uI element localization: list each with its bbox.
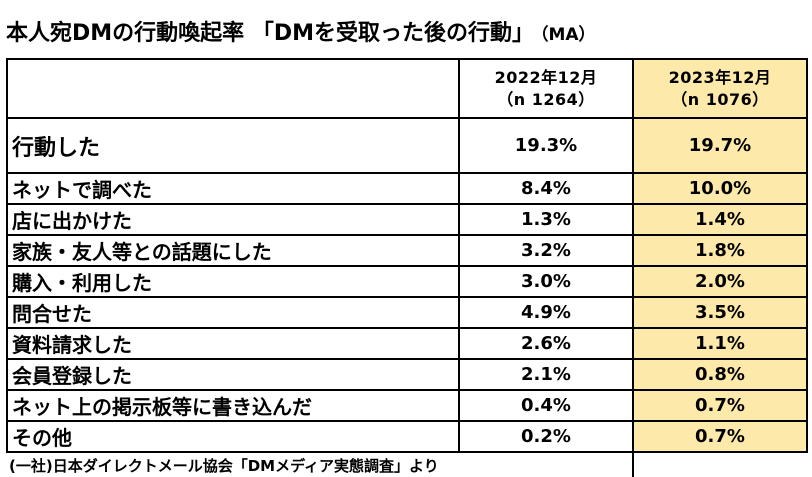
col-2022-period: 2022年12月 xyxy=(494,67,598,87)
header-row: 2022年12月 （n 1264） 2023年12月 （n 1076） xyxy=(6,58,808,119)
value-2023: 0.7% xyxy=(632,420,808,453)
row-label: ネット上の掲示板等に書き込んだ xyxy=(6,389,460,422)
value-2023: 2.0% xyxy=(632,265,808,298)
table-row: 行動した 19.3% 19.7% xyxy=(6,117,808,174)
header-col-2023: 2023年12月 （n 1076） xyxy=(632,58,808,119)
table-row: 問合せた 4.9% 3.5% xyxy=(6,296,808,329)
table-row: 家族・友人等との話題にした 3.2% 1.8% xyxy=(6,234,808,267)
table-row: ネットで調べた 8.4% 10.0% xyxy=(6,172,808,205)
col-2023-n: （n 1076） xyxy=(671,89,769,109)
col-2022-n: （n 1264） xyxy=(497,89,595,109)
table-row: ネット上の掲示板等に書き込んだ 0.4% 0.7% xyxy=(6,389,808,422)
title-text: 本人宛DMの行動喚起率 「DMを受取った後の行動」 xyxy=(6,21,534,46)
data-table: 2022年12月 （n 1264） 2023年12月 （n 1076） 行動した… xyxy=(6,58,808,477)
value-2022: 8.4% xyxy=(458,172,634,205)
value-2023: 19.7% xyxy=(632,117,808,174)
value-2023: 1.4% xyxy=(632,203,808,236)
table-row: 資料請求した 2.6% 1.1% xyxy=(6,327,808,360)
value-2022: 3.2% xyxy=(458,234,634,267)
row-label: 行動した xyxy=(6,117,460,174)
row-label: 問合せた xyxy=(6,296,460,329)
value-2022: 0.2% xyxy=(458,420,634,453)
value-2023: 0.8% xyxy=(632,358,808,391)
table-row: 購入・利用した 3.0% 2.0% xyxy=(6,265,808,298)
value-2022: 1.3% xyxy=(458,203,634,236)
chart-title: 本人宛DMの行動喚起率 「DMを受取った後の行動」 （MA） xyxy=(6,16,806,52)
row-label: その他 xyxy=(6,420,460,453)
row-label: 購入・利用した xyxy=(6,265,460,298)
value-2022: 0.4% xyxy=(458,389,634,422)
header-blank-cell xyxy=(6,58,460,119)
value-2022: 4.9% xyxy=(458,296,634,329)
title-suffix: （MA） xyxy=(539,25,596,45)
value-2023: 1.1% xyxy=(632,327,808,360)
row-label: ネットで調べた xyxy=(6,172,460,205)
table-row: その他 0.2% 0.7% xyxy=(6,420,808,453)
table-row: 店に出かけた 1.3% 1.4% xyxy=(6,203,808,236)
value-2023: 0.7% xyxy=(632,389,808,422)
row-label: 店に出かけた xyxy=(6,203,460,236)
row-label: 会員登録した xyxy=(6,358,460,391)
row-label: 家族・友人等との話題にした xyxy=(6,234,460,267)
header-col-2022: 2022年12月 （n 1264） xyxy=(458,58,634,119)
value-2022: 2.1% xyxy=(458,358,634,391)
value-2022: 19.3% xyxy=(458,117,634,174)
row-label: 資料請求した xyxy=(6,327,460,360)
col-2023-period: 2023年12月 xyxy=(668,67,772,87)
value-2023: 1.8% xyxy=(632,234,808,267)
table-row: 会員登録した 2.1% 0.8% xyxy=(6,358,808,391)
value-2022: 3.0% xyxy=(458,265,634,298)
value-2023: 3.5% xyxy=(632,296,808,329)
value-2023: 10.0% xyxy=(632,172,808,205)
value-2022: 2.6% xyxy=(458,327,634,360)
